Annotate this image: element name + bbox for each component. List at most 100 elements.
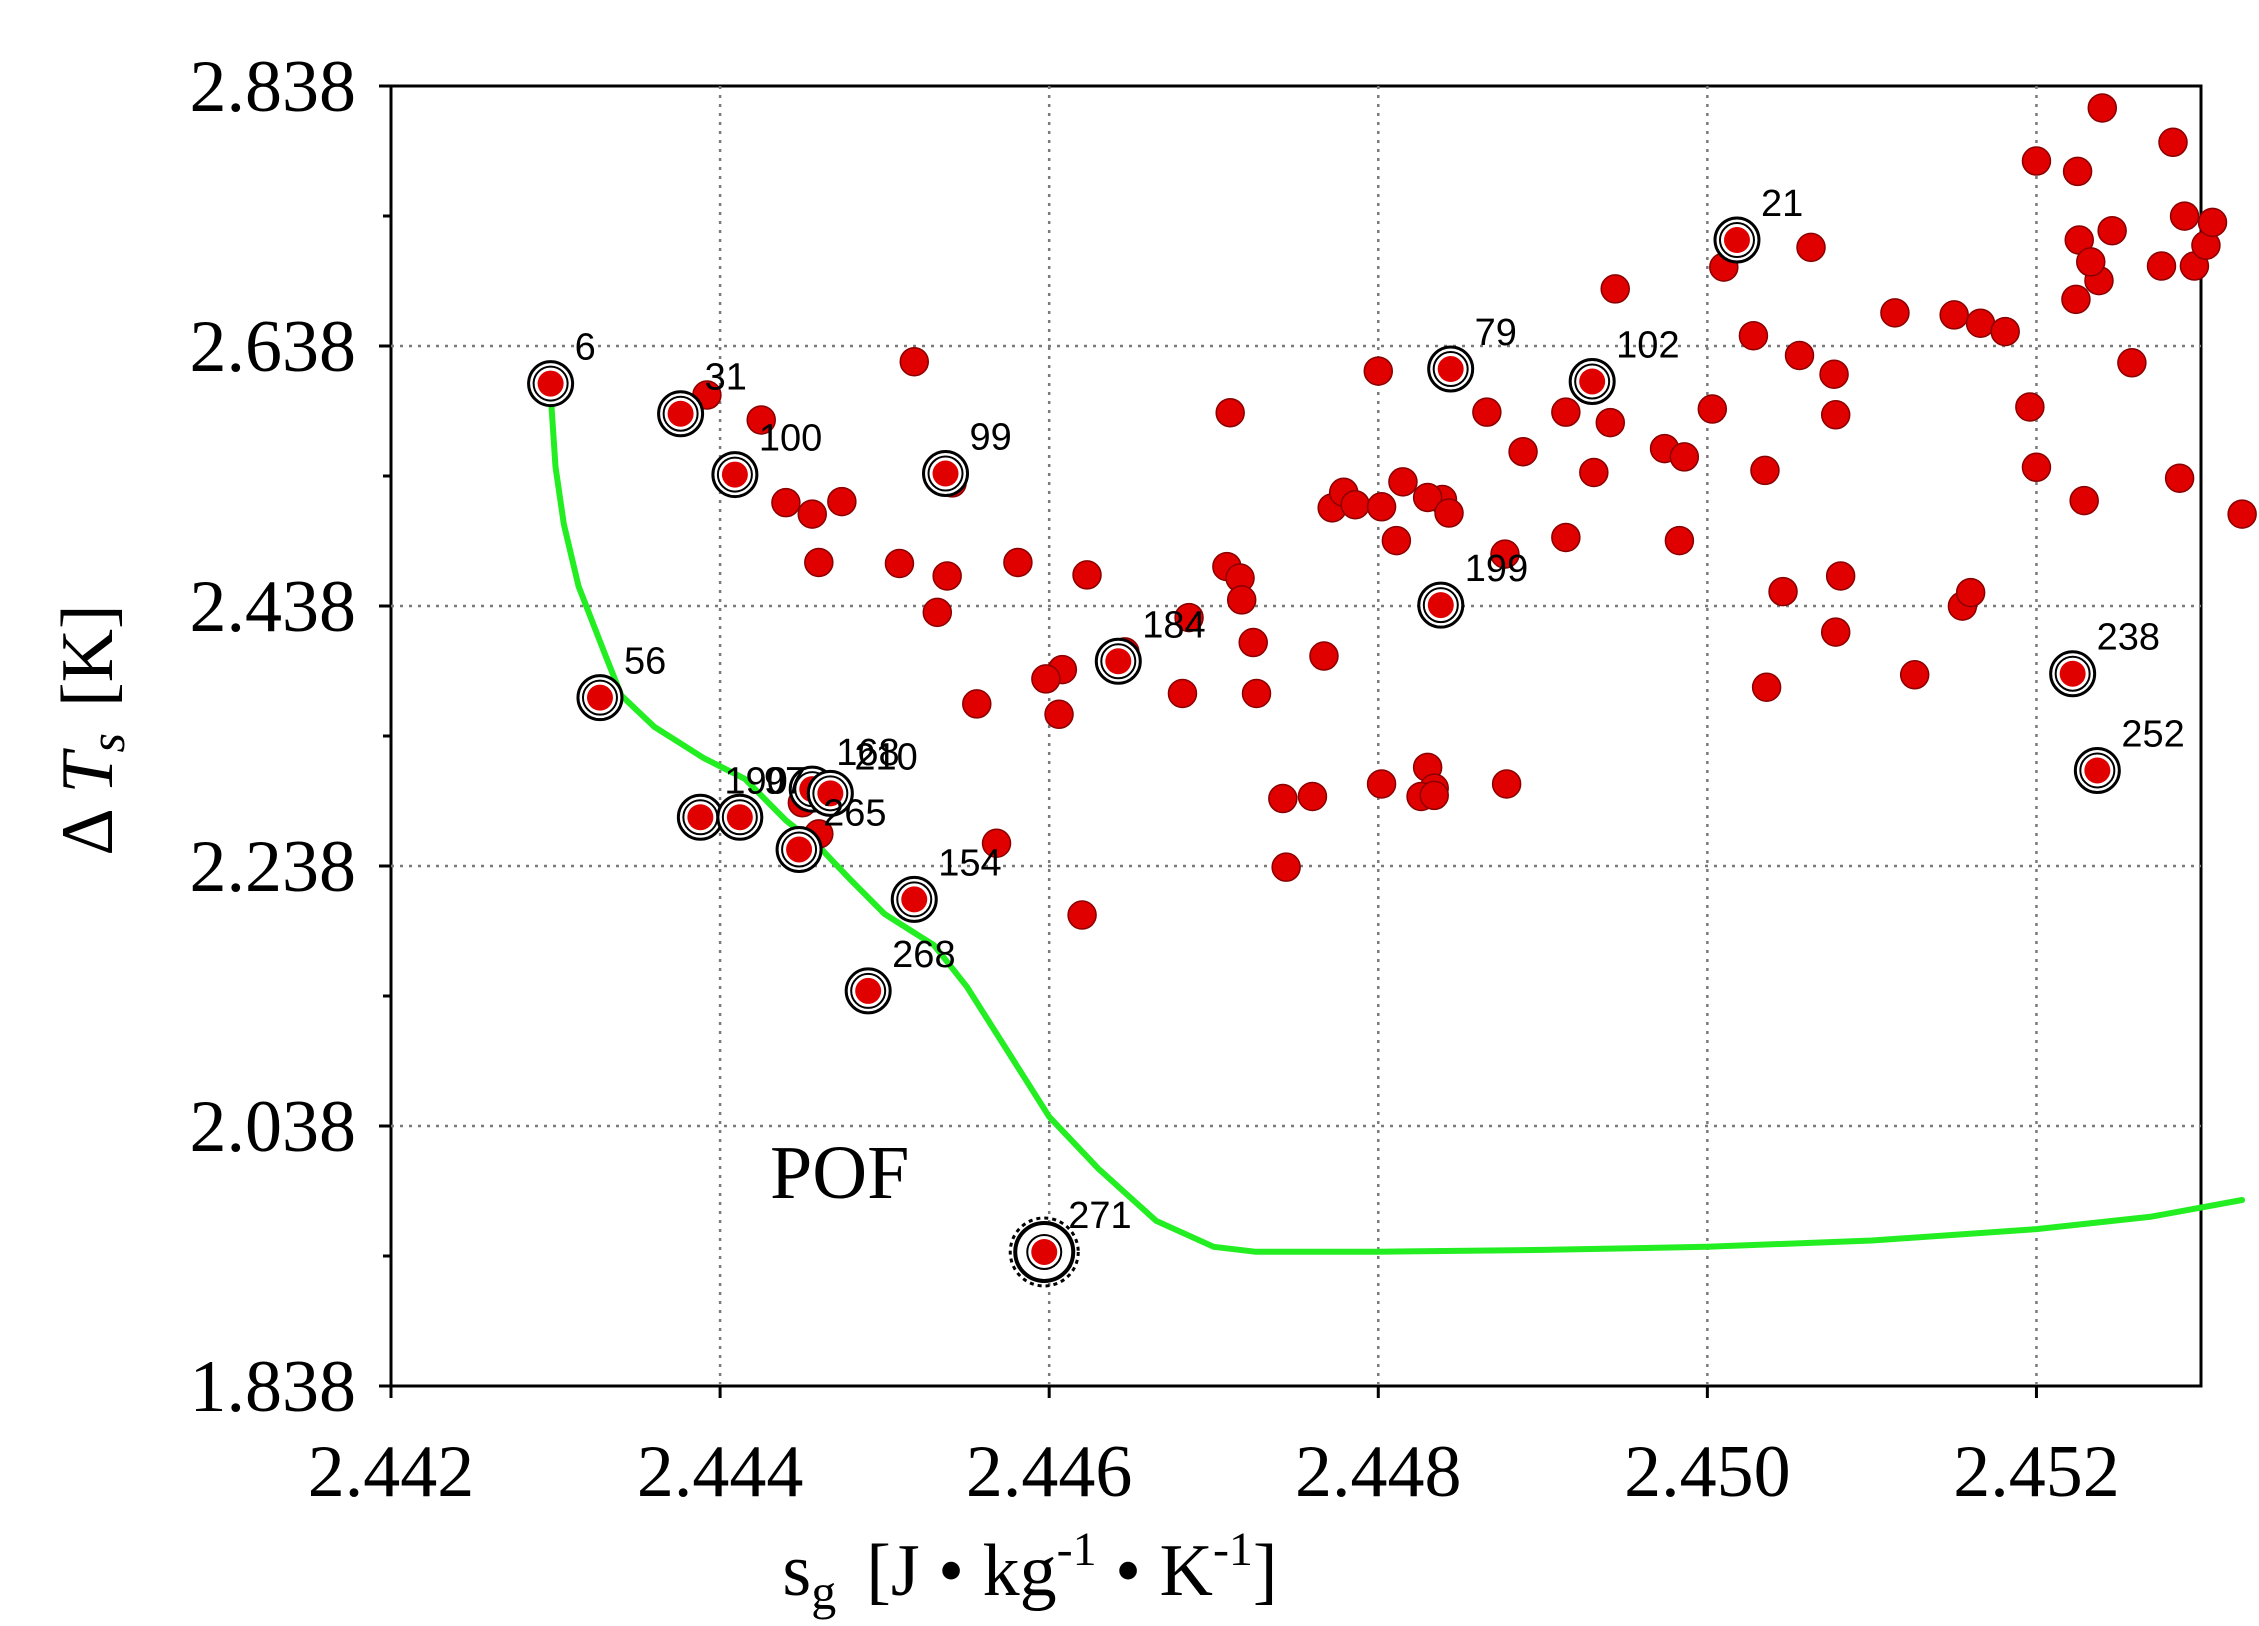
highlighted-point (932, 460, 959, 487)
data-point (1381, 525, 1412, 556)
highlighted-point (1437, 356, 1464, 383)
y-tick-label: 2.838 (190, 46, 357, 128)
data-point (1271, 852, 1301, 882)
data-point (1551, 522, 1581, 553)
y-axis-symbol: T (47, 748, 129, 794)
highlighted-point (537, 370, 564, 397)
highlighted-point (1579, 368, 1606, 395)
data-point (827, 486, 857, 517)
highlighted-point (667, 400, 694, 427)
highlighted-point (726, 804, 753, 831)
point-label: 210 (854, 736, 917, 778)
highlight-ring-outer (1008, 1216, 1080, 1288)
point-label: 99 (970, 417, 1012, 459)
data-point (962, 689, 992, 719)
data-point (746, 405, 776, 435)
data-point (2062, 156, 2093, 187)
front-curve (547, 389, 2246, 1255)
data-point (1363, 356, 1394, 386)
data-point (804, 547, 834, 578)
data-point (1297, 781, 1328, 812)
data-point (1268, 783, 1298, 814)
data-point (1366, 492, 1397, 522)
highlighted-point (1427, 592, 1454, 619)
axes: 2.442 2.444 2.446 2.448 2.450 2.452 1.838 2.038… (190, 46, 2120, 1513)
data-point (2076, 247, 2106, 277)
data-point (1697, 394, 1728, 424)
data-point (1388, 467, 1418, 497)
data-point (922, 597, 953, 628)
data-point (1226, 585, 1257, 615)
data-point (2169, 201, 2200, 231)
data-point (1820, 617, 1851, 647)
data-point (1784, 340, 1815, 371)
y-tick-label: 2.638 (190, 306, 357, 388)
x-axis-title: sg [J • kg-1 • K-1] (782, 1523, 1277, 1620)
y-tick-label: 2.038 (190, 1086, 357, 1168)
data-point (2021, 146, 2052, 176)
point-label: 21 (1761, 183, 1803, 225)
point-label: 268 (892, 934, 955, 976)
data-point (2015, 392, 2045, 422)
point-label: 190 (724, 760, 787, 802)
point-label: 154 (938, 842, 1001, 884)
data-point (932, 561, 962, 591)
data-point (1880, 298, 1910, 328)
x-axis-unit-middle: • K (1097, 1530, 1213, 1612)
data-point (1750, 455, 1780, 486)
point-label: 199 (1465, 548, 1528, 590)
data-point (1434, 498, 1464, 528)
highlighted-point (2084, 757, 2111, 784)
data-point (2158, 127, 2188, 158)
data-point (1031, 664, 1061, 694)
data-point (797, 499, 827, 529)
data-point (1579, 457, 1609, 488)
highlighted-points (527, 216, 2121, 1288)
point-label: 100 (759, 418, 822, 460)
data-point (2117, 348, 2147, 378)
data-point (1595, 407, 1626, 438)
data-point (1003, 547, 1033, 578)
data-point (1819, 359, 1849, 389)
y-axis-subscript: s (79, 733, 135, 752)
x-axis-exponent-1: -1 (1057, 1523, 1097, 1576)
data-point (1215, 397, 1245, 428)
data-point (2227, 499, 2257, 529)
data-point (899, 346, 930, 377)
highlighted-point (786, 836, 813, 863)
data-point (1309, 641, 1339, 671)
highlighted-point (901, 886, 928, 913)
highlighted-point (1105, 648, 1132, 675)
point-label: 31 (705, 357, 747, 399)
data-point (2197, 207, 2228, 238)
data-point (2087, 93, 2118, 123)
y-tick-label: 2.438 (190, 566, 357, 648)
data-point (2069, 485, 2099, 516)
y-tick-label: 2.238 (190, 826, 357, 908)
data-point (2164, 463, 2195, 493)
y-axis-delta: Δ (47, 794, 129, 856)
data-point (1955, 577, 1986, 608)
pof-annotation: POF (770, 1131, 909, 1215)
highlighted-point (687, 804, 714, 831)
data-point (1820, 400, 1851, 430)
point-label: 56 (624, 641, 666, 683)
data-point (1419, 780, 1449, 811)
point-label: 265 (823, 792, 886, 834)
point-label: 168 (836, 732, 899, 774)
data-point (1669, 442, 1700, 472)
data-point (1939, 300, 1969, 330)
data-point (1174, 602, 1204, 633)
data-point (1412, 482, 1443, 513)
data-point (1600, 274, 1630, 304)
x-tick-label: 2.452 (1953, 1431, 2120, 1513)
data-point (1072, 560, 1102, 590)
point-label: 79 (1475, 312, 1517, 354)
y-axis-unit: [K] (47, 604, 129, 707)
data-point (1825, 561, 1856, 591)
highlighted-point (1031, 1238, 1058, 1265)
data-point (981, 828, 1012, 858)
data-point (2061, 284, 2091, 315)
